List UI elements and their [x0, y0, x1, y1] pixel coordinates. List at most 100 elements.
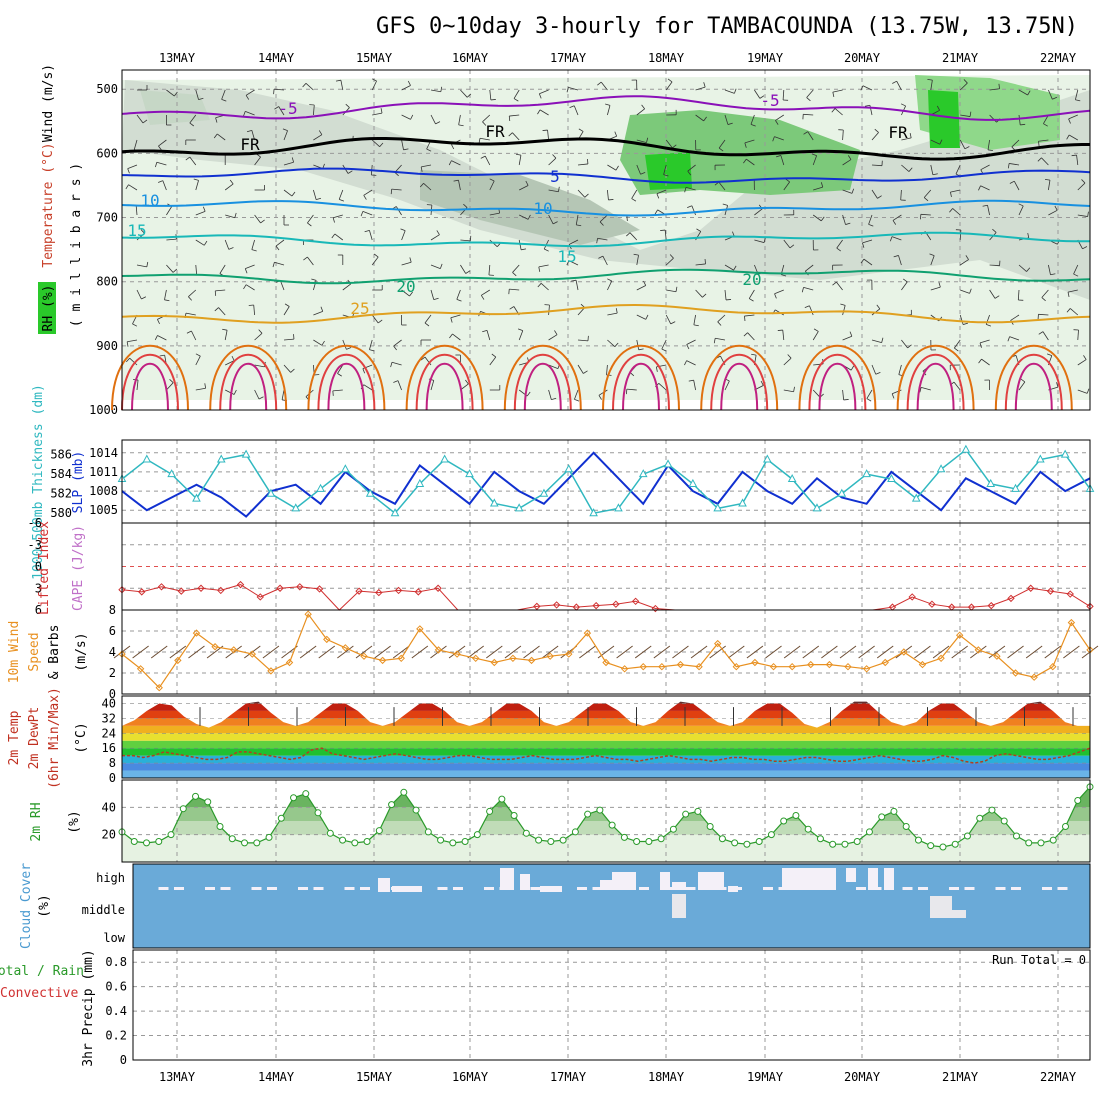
cloud-high-block	[660, 872, 670, 890]
rh-point	[487, 808, 493, 814]
temp-tick: 0	[109, 771, 116, 785]
rh-point	[621, 834, 627, 840]
thickness-tick: 582	[50, 487, 72, 501]
rh-point	[548, 839, 554, 845]
temp-band	[122, 748, 1090, 755]
date-label-bottom: 19MAY	[747, 1070, 784, 1084]
cloud-thin-high	[763, 887, 773, 890]
date-label-bottom: 16MAY	[452, 1070, 489, 1084]
slp-label: SLP (mb)	[71, 451, 86, 514]
rh-point	[707, 823, 713, 829]
cloud-thin-high	[205, 887, 215, 890]
rh-point	[536, 837, 542, 843]
rh-point	[793, 813, 799, 819]
contour-label: FR	[888, 123, 908, 142]
contour-label: FR	[240, 135, 260, 154]
pressure-tick: 600	[96, 146, 118, 160]
thickness-point	[1062, 451, 1069, 458]
rh-point	[964, 833, 970, 839]
contour-label: -5	[760, 91, 779, 110]
wind-barb-flag	[726, 299, 731, 300]
precip-convective-label: Convective	[0, 986, 78, 1001]
wind-barb-flag	[587, 159, 588, 164]
rh-units: (%)	[67, 810, 82, 833]
wind-barb-flag	[844, 399, 849, 400]
wind-tick: 6	[109, 624, 116, 638]
rh-point	[560, 837, 566, 843]
temp-tick: 40	[102, 696, 116, 710]
temp-band	[122, 711, 1090, 718]
cloud-thin-high	[159, 887, 169, 890]
temp-label-1: 2m Temp	[7, 710, 22, 765]
cloud-thin-high	[903, 887, 913, 890]
cloud-thin-high	[174, 887, 184, 890]
cloud-high-block	[868, 868, 878, 890]
cloud-thin-high	[267, 887, 277, 890]
thickness-point	[441, 456, 448, 463]
cloud-level-label: low	[103, 931, 125, 945]
wind-label-2: Speed	[27, 632, 42, 671]
rh-point	[278, 815, 284, 821]
thickness-point	[789, 475, 796, 482]
date-label-bottom: 20MAY	[844, 1070, 881, 1084]
rh-band	[122, 807, 1090, 821]
cloud-thin-high	[298, 887, 308, 890]
cloud-thin-high	[1058, 887, 1068, 890]
pressure-tick: 1000	[89, 403, 118, 417]
cloud-thin-high	[1011, 887, 1021, 890]
thickness-point	[143, 456, 150, 463]
cloud-thin-high	[252, 887, 262, 890]
rh-point	[634, 839, 640, 845]
wind-label-1: 10m Wind	[7, 621, 22, 684]
date-label-top: 15MAY	[356, 51, 393, 65]
chart-title: GFS 0~10day 3-hourly for TAMBACOUNDA (13…	[376, 14, 1078, 39]
cloud-thin-high	[872, 887, 882, 890]
rh-point	[217, 823, 223, 829]
contour-label: -5	[278, 99, 297, 118]
pressure-tick: 500	[96, 82, 118, 96]
cloud-high-block	[782, 868, 836, 890]
rh-band	[122, 821, 1090, 835]
wind-label-3: & Barbs	[47, 625, 62, 680]
rh-point	[658, 836, 664, 842]
rh-point	[854, 839, 860, 845]
cloud-thin-high	[531, 887, 541, 890]
wind-barb-flag	[627, 216, 628, 221]
thickness-tick: 584	[50, 467, 72, 481]
rh-point	[193, 793, 199, 799]
wind-legend-label: Wind (m/s)	[41, 64, 56, 142]
wind-speed-line	[122, 614, 1090, 688]
precip-tick: 0	[120, 1053, 127, 1067]
rh-point	[952, 841, 958, 847]
wind-tick: 2	[109, 666, 116, 680]
rh-point	[340, 837, 346, 843]
rh-point	[266, 834, 272, 840]
rh-legend-label: RH (%)	[41, 285, 56, 332]
slp-tick: 1011	[89, 465, 118, 479]
temp-band	[122, 696, 1090, 703]
temp-units: (°C)	[74, 722, 89, 753]
date-label-bottom: 13MAY	[159, 1070, 196, 1084]
wind-barb-flag	[744, 316, 745, 321]
cloud-thin-high	[949, 887, 959, 890]
date-label-top: 14MAY	[258, 51, 295, 65]
rh-point	[768, 832, 774, 838]
wind-barb-10m	[300, 646, 316, 658]
contour-label: FR	[485, 122, 505, 141]
cloud-thin-high	[717, 887, 727, 890]
rh-point	[291, 795, 297, 801]
rh-point	[756, 839, 762, 845]
rh-point	[205, 799, 211, 805]
precip-total-rain-label: Total / Rain	[0, 964, 84, 979]
cloud-mid-block	[930, 896, 952, 918]
temp-tick: 32	[102, 711, 116, 725]
wind-barb-10m	[244, 646, 260, 658]
date-label-top: 13MAY	[159, 51, 196, 65]
rh-point	[817, 836, 823, 842]
date-label-bottom: 21MAY	[942, 1070, 979, 1084]
wind-barb-flag	[608, 199, 613, 200]
rh-point	[364, 839, 370, 845]
